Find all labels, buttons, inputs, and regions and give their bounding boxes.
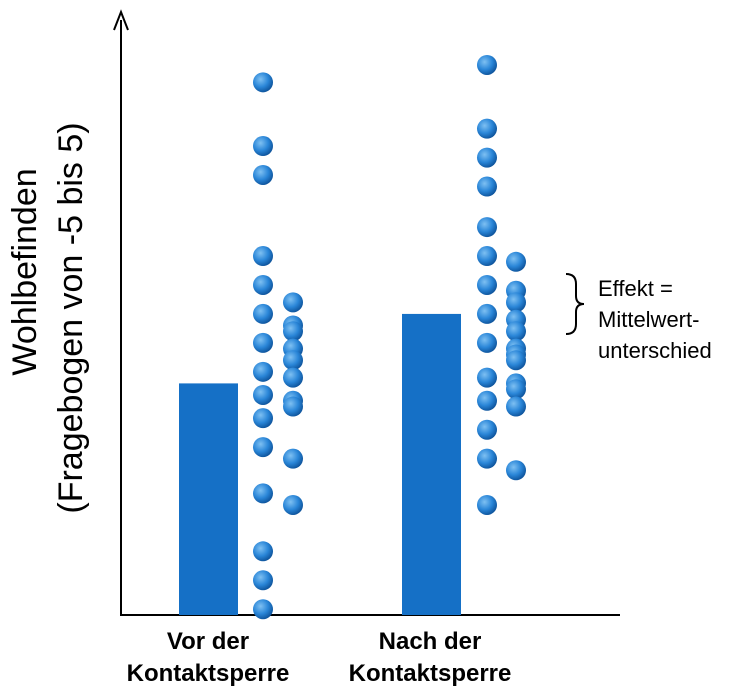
data-point-after-13 xyxy=(506,321,526,342)
category-labels: Vor der Kontaktsperre Nach der Kontaktsp… xyxy=(127,628,512,687)
data-point-after-14 xyxy=(477,332,497,353)
data-point-before-13 xyxy=(253,361,273,382)
effect-annotation-line1: Effekt = xyxy=(598,276,673,301)
data-point-before-18 xyxy=(253,408,273,429)
y-axis-sublabel: (Fragebogen von -5 bis 5) xyxy=(52,122,90,513)
y-axis-label: Wohlbefinden xyxy=(6,168,44,375)
effect-annotation-line2: Mittelwert- xyxy=(598,307,699,332)
data-point-before-19 xyxy=(253,437,273,458)
data-point-after-18 xyxy=(477,367,497,388)
data-point-before-15 xyxy=(253,384,273,405)
data-point-before-1 xyxy=(253,72,273,93)
data-point-before-25 xyxy=(253,599,273,620)
data-point-after-23 xyxy=(477,419,497,440)
effect-bracket xyxy=(565,273,585,335)
data-point-after-1 xyxy=(477,54,497,75)
category-label-after-line1: Nach der xyxy=(379,628,482,655)
data-point-after-26 xyxy=(477,494,497,515)
category-label-after-line2: Kontaktsperre xyxy=(349,660,512,687)
effect-annotation-line3: unterschied xyxy=(598,338,712,363)
data-point-after-6 xyxy=(477,246,497,267)
data-point-before-10 xyxy=(253,332,273,353)
data-point-before-7 xyxy=(253,303,273,324)
data-point-after-4 xyxy=(477,176,497,197)
y-axis-label-line1: Wohlbefinden xyxy=(6,168,44,375)
data-point-after-7 xyxy=(506,251,526,272)
data-point-before-21 xyxy=(253,483,273,504)
data-point-before-23 xyxy=(253,541,273,562)
data-point-after-24 xyxy=(477,448,497,469)
data-point-before-3 xyxy=(253,164,273,185)
data-point-after-10 xyxy=(506,292,526,313)
data-point-before-12 xyxy=(283,350,303,371)
y-axis-label-line2: (Fragebogen von -5 bis 5) xyxy=(52,122,90,513)
data-point-after-2 xyxy=(477,118,497,139)
bars xyxy=(179,313,461,615)
data-point-after-8 xyxy=(477,274,497,295)
data-point-after-5 xyxy=(477,217,497,238)
data-point-after-25 xyxy=(506,460,526,481)
data-point-before-5 xyxy=(253,274,273,295)
data-point-after-11 xyxy=(477,303,497,324)
data-point-before-17 xyxy=(283,396,303,417)
data-point-after-17 xyxy=(506,350,526,371)
data-point-before-22 xyxy=(283,494,303,515)
data-point-before-2 xyxy=(253,136,273,157)
y-axis-arrow xyxy=(113,9,129,31)
data-point-before-9 xyxy=(283,321,303,342)
data-point-before-4 xyxy=(253,246,273,267)
data-point-before-20 xyxy=(283,448,303,469)
data-point-after-21 xyxy=(477,390,497,411)
bar-before xyxy=(179,383,238,615)
data-point-after-20 xyxy=(506,379,526,400)
data-point-after-22 xyxy=(506,396,526,417)
category-label-before-line2: Kontaktsperre xyxy=(127,660,290,687)
effect-annotation: Effekt = Mittelwert- unterschied xyxy=(565,273,712,363)
data-points xyxy=(253,54,526,620)
data-point-before-14 xyxy=(283,367,303,388)
data-point-after-3 xyxy=(477,147,497,168)
bar-after xyxy=(402,313,461,615)
category-label-before-line1: Vor der xyxy=(167,628,249,655)
data-point-before-6 xyxy=(283,292,303,313)
data-point-before-24 xyxy=(253,570,273,591)
